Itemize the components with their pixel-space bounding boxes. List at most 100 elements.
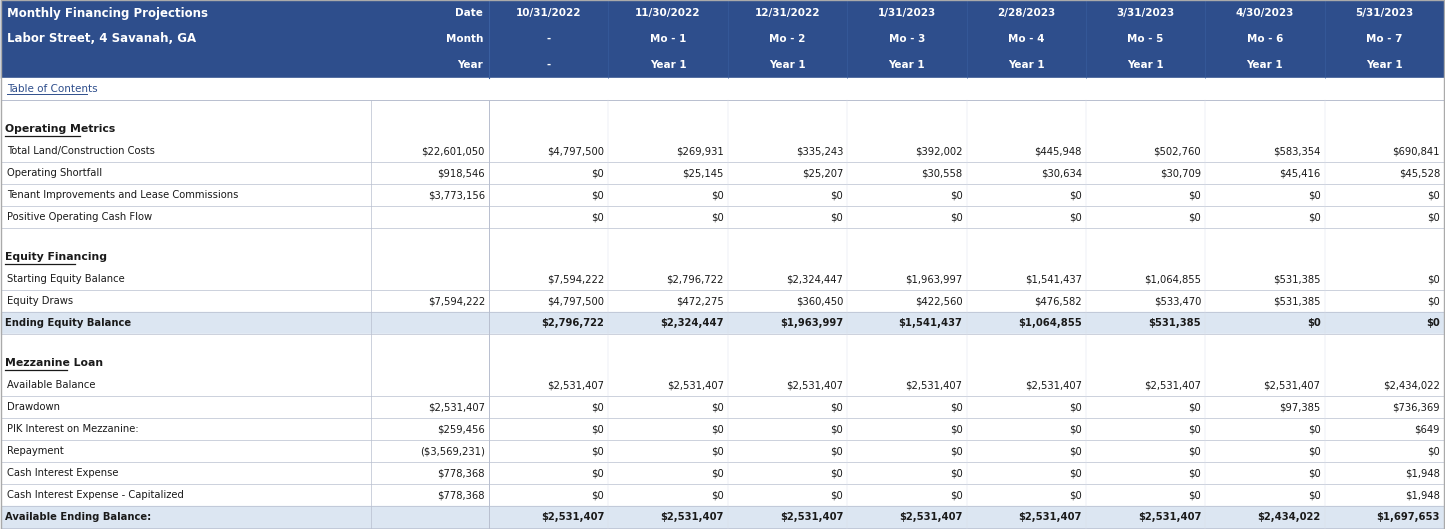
Text: Monthly Financing Projections: Monthly Financing Projections (7, 6, 208, 20)
Text: Year 1: Year 1 (889, 60, 925, 70)
Text: 3/31/2023: 3/31/2023 (1117, 8, 1175, 18)
Text: $0: $0 (711, 424, 724, 434)
Text: $0: $0 (711, 490, 724, 500)
Text: Equity Financing: Equity Financing (4, 252, 107, 262)
Text: $1,963,997: $1,963,997 (780, 318, 842, 328)
Text: Operating Shortfall: Operating Shortfall (7, 168, 103, 178)
Text: $533,470: $533,470 (1155, 296, 1201, 306)
Bar (1, 140, 1444, 162)
Text: $0: $0 (1308, 424, 1321, 434)
Text: Year 1: Year 1 (1007, 60, 1045, 70)
Text: $1,948: $1,948 (1405, 490, 1441, 500)
Text: $0: $0 (831, 468, 842, 478)
Bar (1, 506, 1444, 528)
Text: $778,368: $778,368 (438, 468, 486, 478)
Text: $2,531,407: $2,531,407 (428, 402, 486, 412)
Text: $0: $0 (1069, 402, 1082, 412)
Text: $0: $0 (591, 402, 604, 412)
Text: $0: $0 (1188, 424, 1201, 434)
Text: $0: $0 (949, 190, 962, 200)
Text: Starting Equity Balance: Starting Equity Balance (7, 274, 124, 284)
Text: $0: $0 (949, 446, 962, 456)
Text: $0: $0 (1069, 424, 1082, 434)
Text: $30,634: $30,634 (1040, 168, 1082, 178)
Text: 4/30/2023: 4/30/2023 (1235, 8, 1295, 18)
Bar (1, 162, 1444, 184)
Text: $2,531,407: $2,531,407 (666, 380, 724, 390)
Text: $0: $0 (1188, 190, 1201, 200)
Bar (1, 184, 1444, 206)
Bar (1, 290, 1444, 312)
Text: $0: $0 (1188, 212, 1201, 222)
Text: $2,531,407: $2,531,407 (548, 380, 604, 390)
Text: $0: $0 (591, 490, 604, 500)
Text: 12/31/2022: 12/31/2022 (754, 8, 821, 18)
Text: ($3,569,231): ($3,569,231) (420, 446, 486, 456)
Text: $0: $0 (1188, 468, 1201, 478)
Text: $0: $0 (1069, 468, 1082, 478)
Text: Equity Draws: Equity Draws (7, 296, 74, 306)
Text: $0: $0 (1188, 490, 1201, 500)
Bar (1, 268, 1444, 290)
Text: $30,558: $30,558 (922, 168, 962, 178)
Text: $0: $0 (591, 468, 604, 478)
Text: $4,797,500: $4,797,500 (548, 146, 604, 156)
Text: $25,207: $25,207 (802, 168, 842, 178)
Text: $3,773,156: $3,773,156 (428, 190, 486, 200)
Text: $0: $0 (1428, 190, 1441, 200)
Bar (1, 246, 1444, 268)
Text: $0: $0 (949, 490, 962, 500)
Text: $2,531,407: $2,531,407 (1025, 380, 1082, 390)
Text: Tenant Improvements and Lease Commissions: Tenant Improvements and Lease Commission… (7, 190, 238, 200)
Bar (1, 118, 1444, 140)
Text: $360,450: $360,450 (796, 296, 842, 306)
Text: $1,948: $1,948 (1405, 468, 1441, 478)
Text: $445,948: $445,948 (1035, 146, 1082, 156)
Text: $531,385: $531,385 (1149, 318, 1201, 328)
Text: Date: Date (455, 8, 483, 18)
Bar (1, 484, 1444, 506)
Text: Year: Year (457, 60, 483, 70)
Text: $0: $0 (1428, 446, 1441, 456)
Text: $97,385: $97,385 (1279, 402, 1321, 412)
Text: $2,531,407: $2,531,407 (540, 512, 604, 522)
Text: 1/31/2023: 1/31/2023 (877, 8, 936, 18)
Text: 2/28/2023: 2/28/2023 (997, 8, 1055, 18)
Text: Operating Metrics: Operating Metrics (4, 124, 116, 134)
Text: $0: $0 (831, 490, 842, 500)
Text: $0: $0 (711, 402, 724, 412)
Text: $502,760: $502,760 (1153, 146, 1201, 156)
Text: Mo - 6: Mo - 6 (1247, 34, 1283, 44)
Text: $0: $0 (831, 212, 842, 222)
Text: $2,434,022: $2,434,022 (1383, 380, 1441, 390)
Text: Mo - 7: Mo - 7 (1366, 34, 1403, 44)
Text: $259,456: $259,456 (438, 424, 486, 434)
Text: $0: $0 (1428, 296, 1441, 306)
Text: Mo - 5: Mo - 5 (1127, 34, 1163, 44)
Bar (1, 78, 1444, 100)
Text: $0: $0 (591, 424, 604, 434)
Text: 5/31/2023: 5/31/2023 (1355, 8, 1413, 18)
Text: Year 1: Year 1 (1127, 60, 1163, 70)
Text: $0: $0 (1069, 446, 1082, 456)
Text: $335,243: $335,243 (796, 146, 842, 156)
Text: $1,963,997: $1,963,997 (905, 274, 962, 284)
Text: Total Land/Construction Costs: Total Land/Construction Costs (7, 146, 155, 156)
Text: $778,368: $778,368 (438, 490, 486, 500)
Text: $2,531,407: $2,531,407 (1144, 380, 1201, 390)
Bar (1, 0, 1444, 78)
Text: $0: $0 (1188, 402, 1201, 412)
Text: $0: $0 (831, 190, 842, 200)
Text: $0: $0 (591, 446, 604, 456)
Text: $0: $0 (1428, 212, 1441, 222)
Text: $2,531,407: $2,531,407 (899, 512, 962, 522)
Text: $0: $0 (831, 424, 842, 434)
Text: $2,531,407: $2,531,407 (1137, 512, 1201, 522)
Text: Available Ending Balance:: Available Ending Balance: (4, 512, 152, 522)
Text: $1,541,437: $1,541,437 (1025, 274, 1082, 284)
Bar (1, 440, 1444, 462)
Text: $0: $0 (1069, 212, 1082, 222)
Bar (1, 206, 1444, 228)
Text: $2,531,407: $2,531,407 (660, 512, 724, 522)
Text: $0: $0 (831, 446, 842, 456)
